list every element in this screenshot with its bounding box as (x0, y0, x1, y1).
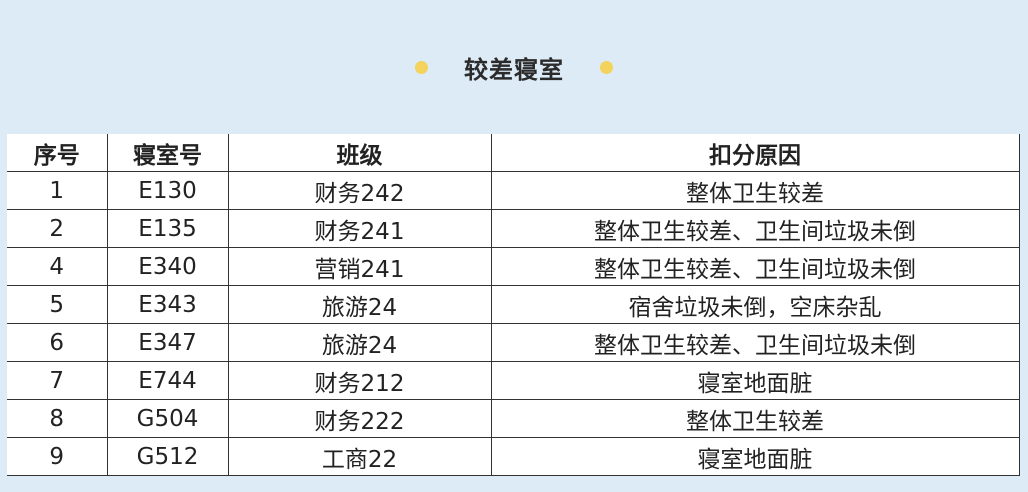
cell-col-index: 9 (7, 437, 108, 476)
table-row: 8 G504 财务222 整体卫生较差 (7, 399, 1020, 438)
table-row: 9 G512 工商22 寝室地面脏 (7, 437, 1020, 476)
left-dot-icon (415, 61, 428, 74)
cell-col-room: E744 (106, 361, 229, 400)
header-col-reason: 扣分原因 (490, 134, 1020, 172)
right-dot-icon (600, 61, 613, 74)
cell-col-reason: 寝室地面脏 (490, 361, 1020, 400)
cell-col-class: 财务212 (227, 361, 492, 400)
cell-col-reason: 整体卫生较差 (490, 171, 1020, 210)
cell-col-reason: 寝室地面脏 (490, 437, 1020, 476)
table-row: 6 E347 旅游24 整体卫生较差、卫生间垃圾未倒 (7, 323, 1020, 362)
cell-col-room: E130 (106, 171, 229, 210)
cell-col-reason: 整体卫生较差 (490, 399, 1020, 438)
cell-col-class: 财务242 (227, 171, 492, 210)
page-title: 较差寝室 (464, 56, 564, 84)
cell-col-reason: 整体卫生较差、卫生间垃圾未倒 (490, 323, 1020, 362)
cell-col-index: 1 (7, 171, 108, 210)
cell-col-reason: 整体卫生较差、卫生间垃圾未倒 (490, 247, 1020, 286)
table-row: 5 E343 旅游24 宿舍垃圾未倒，空床杂乱 (7, 285, 1020, 324)
cell-col-class: 财务222 (227, 399, 492, 438)
cell-col-class: 营销241 (227, 247, 492, 286)
table-row: 1 E130 财务242 整体卫生较差 (7, 171, 1020, 210)
cell-col-index: 7 (7, 361, 108, 400)
table-row: 7 E744 财务212 寝室地面脏 (7, 361, 1020, 400)
table-row: 2 E135 财务241 整体卫生较差、卫生间垃圾未倒 (7, 209, 1020, 248)
cell-col-class: 旅游24 (227, 285, 492, 324)
header-col-class: 班级 (227, 134, 492, 172)
cell-col-index: 6 (7, 323, 108, 362)
cell-col-class: 工商22 (227, 437, 492, 476)
cell-col-room: E343 (106, 285, 229, 324)
header-banner: 较差寝室 (0, 0, 1028, 134)
cell-col-class: 财务241 (227, 209, 492, 248)
table-header-row: 序号 寝室号 班级 扣分原因 (7, 134, 1020, 172)
table-row: 4 E340 营销241 整体卫生较差、卫生间垃圾未倒 (7, 247, 1020, 286)
cell-col-room: E340 (106, 247, 229, 286)
cell-col-class: 旅游24 (227, 323, 492, 362)
cell-col-room: E135 (106, 209, 229, 248)
footer-strip (0, 481, 1028, 492)
cell-col-index: 5 (7, 285, 108, 324)
poor-dorm-table: 序号 寝室号 班级 扣分原因 1 E130 财务242 整体卫生较差 2 E135 财务241 整体… (7, 134, 1020, 476)
cell-col-room: G512 (106, 437, 229, 476)
header-col-room: 寝室号 (106, 134, 229, 172)
cell-col-index: 2 (7, 209, 108, 248)
cell-col-room: G504 (106, 399, 229, 438)
cell-col-index: 4 (7, 247, 108, 286)
cell-col-reason: 整体卫生较差、卫生间垃圾未倒 (490, 209, 1020, 248)
cell-col-index: 8 (7, 399, 108, 438)
cell-col-room: E347 (106, 323, 229, 362)
header-col-index: 序号 (7, 134, 108, 172)
title-row: 较差寝室 (0, 50, 1028, 85)
cell-col-reason: 宿舍垃圾未倒，空床杂乱 (490, 285, 1020, 324)
